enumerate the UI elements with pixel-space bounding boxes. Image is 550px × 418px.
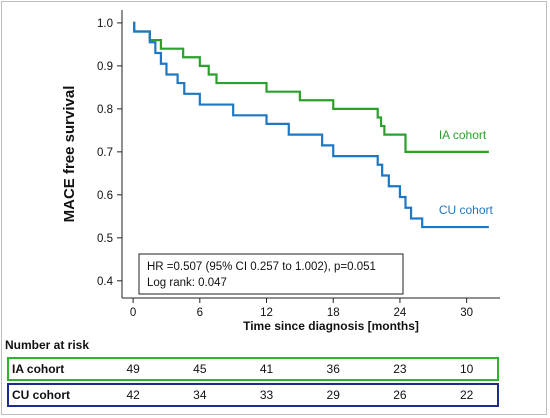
y-tick-label: 0.4 bbox=[97, 276, 114, 288]
risk-count: 45 bbox=[193, 362, 207, 376]
risk-count: 36 bbox=[327, 362, 341, 376]
y-axis-label: MACE free survival bbox=[61, 86, 78, 223]
x-tick-label: 12 bbox=[260, 307, 273, 319]
risk-row-label: CU cohort bbox=[12, 388, 70, 402]
y-tick-label: 0.8 bbox=[97, 104, 113, 116]
risk-row-frame bbox=[7, 383, 499, 407]
x-ticks: 0 6 12 18 24 30 bbox=[130, 298, 473, 319]
series-line-cu-cohort bbox=[133, 21, 489, 229]
risk-count: 22 bbox=[460, 388, 474, 402]
y-tick-label: 0.7 bbox=[97, 147, 113, 159]
risk-count: 23 bbox=[393, 362, 407, 376]
hazard-ratio-text: HR =0.507 (95% CI 0.257 to 1.002), p=0.0… bbox=[147, 261, 376, 273]
risk-table: IA cohort 49 45 41 36 23 10 CU cohort 42 34 33 29 26… bbox=[7, 357, 499, 407]
y-tick-label: 0.9 bbox=[97, 61, 113, 73]
x-tick-label: 24 bbox=[394, 307, 407, 319]
y-tick-label: 0.5 bbox=[97, 233, 113, 245]
y-ticks: 0.4 0.5 0.6 0.7 0.8 0.9 1.0 bbox=[97, 18, 122, 288]
risk-row-label: IA cohort bbox=[12, 362, 64, 376]
annotation-box bbox=[138, 253, 404, 295]
series-line-ia-cohort bbox=[133, 21, 489, 153]
series-label: IA cohort bbox=[439, 128, 487, 142]
x-axis-label: Time since diagnosis [months] bbox=[243, 319, 419, 333]
risk-count: 33 bbox=[260, 388, 274, 402]
y-tick-label: 1.0 bbox=[97, 18, 113, 30]
risk-count: 49 bbox=[126, 362, 140, 376]
risk-count: 34 bbox=[193, 388, 207, 402]
log-rank-text: Log rank: 0.047 bbox=[147, 277, 227, 289]
risk-count: 42 bbox=[126, 388, 140, 402]
risk-count: 10 bbox=[460, 362, 474, 376]
x-tick-label: 0 bbox=[130, 307, 136, 319]
risk-count: 26 bbox=[393, 388, 407, 402]
y-tick-label: 0.6 bbox=[97, 190, 113, 202]
risk-row-frame bbox=[7, 357, 499, 381]
series-layer: IA cohort CU cohort bbox=[133, 21, 494, 229]
risk-table-title: Number at risk bbox=[5, 338, 89, 352]
x-tick-label: 6 bbox=[197, 307, 203, 319]
x-tick-label: 18 bbox=[327, 307, 340, 319]
risk-count: 29 bbox=[327, 388, 341, 402]
risk-count: 41 bbox=[260, 362, 274, 376]
x-tick-label: 30 bbox=[460, 307, 473, 319]
series-label: CU cohort bbox=[439, 203, 494, 217]
